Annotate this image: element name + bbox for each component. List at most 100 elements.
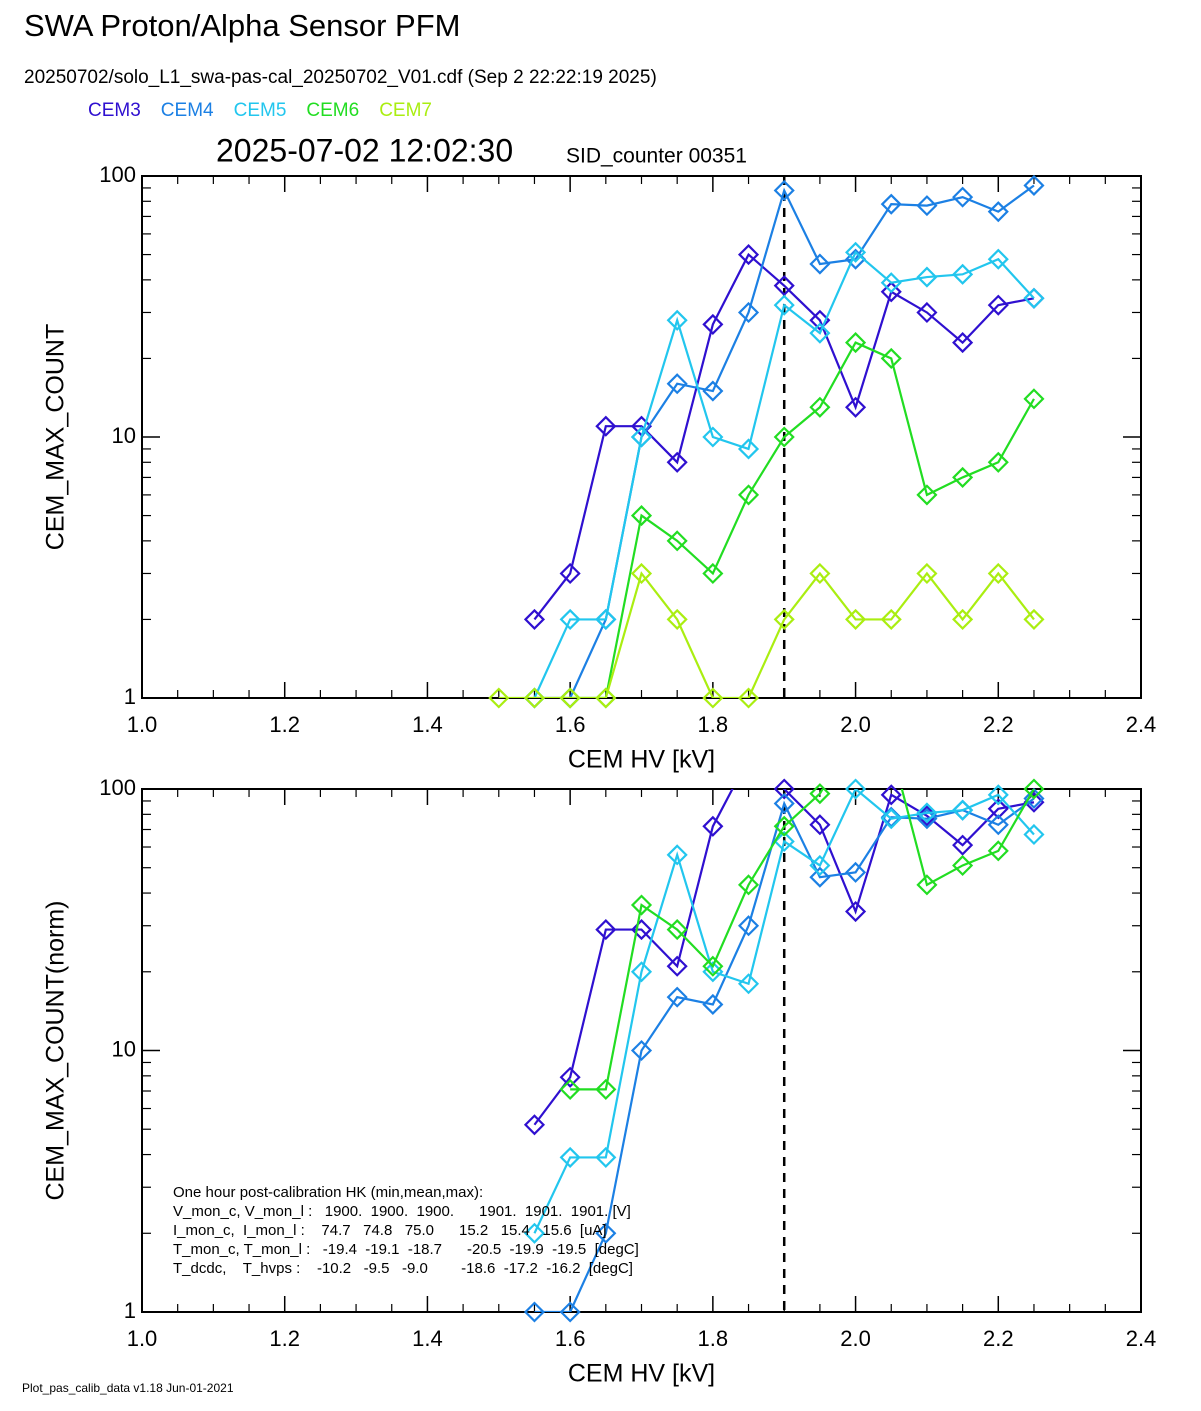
data-point — [845, 332, 867, 354]
data-point — [595, 687, 617, 709]
data-point — [702, 687, 724, 709]
data-point — [916, 802, 938, 824]
data-point — [630, 426, 653, 448]
x-tick-label: 1.0 — [127, 1326, 158, 1351]
data-point — [702, 562, 724, 585]
x-tick-label: 1.6 — [555, 1326, 586, 1351]
data-point — [916, 195, 938, 217]
data-point — [630, 505, 653, 527]
annotation: One hour post-calibration HK (min,mean,m… — [173, 1184, 483, 1201]
data-point — [595, 1222, 617, 1244]
data-point — [952, 799, 974, 821]
y-tick-label: 10 — [112, 423, 136, 448]
annotation: V_mon_c, V_mon_l : 1900. 1900. 1900. 190… — [173, 1203, 631, 1220]
data-point — [809, 396, 831, 418]
data-point — [809, 562, 831, 585]
data-point — [595, 919, 617, 941]
data-point — [737, 484, 760, 506]
data-point — [987, 562, 1009, 585]
data-point — [987, 840, 1009, 862]
data-point — [523, 1114, 546, 1136]
x-tick-label: 1.4 — [412, 712, 443, 737]
data-point — [488, 687, 510, 709]
data-point — [666, 955, 688, 977]
data-point — [737, 244, 760, 266]
data-point — [987, 294, 1009, 316]
annotation: T_dcdc, T_hvps : -10.2 -9.5 -9.0 -18.6 -… — [173, 1260, 633, 1277]
data-point — [952, 186, 974, 208]
data-point — [559, 608, 581, 630]
x-tick-label: 2.4 — [1126, 712, 1157, 737]
data-point — [666, 309, 688, 331]
data-point — [882, 739, 900, 757]
data-point — [773, 792, 795, 815]
data-point — [1023, 287, 1045, 309]
data-point — [773, 778, 795, 800]
data-point — [987, 814, 1009, 836]
data-point — [987, 798, 1009, 820]
y-tick-label: 10 — [112, 1036, 136, 1061]
data-point — [559, 687, 581, 709]
data-point — [809, 866, 831, 888]
data-point — [987, 248, 1009, 270]
data-point — [845, 861, 867, 883]
data-point — [1023, 388, 1045, 410]
legend-entry: CEM3 — [88, 100, 141, 121]
y-tick-label: 1 — [124, 684, 136, 709]
y-axis-label: CEM_MAX_COUNT — [42, 324, 70, 550]
data-point — [809, 854, 831, 877]
series-line — [533, 252, 1035, 621]
data-point — [880, 347, 902, 369]
data-point — [880, 784, 902, 806]
data-point — [1023, 608, 1045, 630]
footer: Plot_pas_calib_data v1.18 Jun-01-2021 — [22, 1381, 234, 1395]
x-axis-label: CEM HV [kV] — [568, 1360, 715, 1388]
x-tick-label: 1.4 — [412, 1326, 443, 1351]
data-point — [559, 1146, 581, 1168]
data-point — [702, 380, 724, 402]
series-line — [534, 797, 1035, 1312]
data-point — [845, 778, 867, 800]
counter: SID_counter 00351 — [566, 145, 747, 168]
legend-entry: CEM5 — [234, 100, 287, 121]
data-point — [666, 608, 688, 630]
annotation: T_mon_c, T_mon_l : -19.4 -19.1 -18.7 -20… — [173, 1241, 639, 1258]
data-point — [595, 415, 617, 437]
data-point — [916, 301, 938, 324]
data-point — [559, 562, 581, 585]
x-tick-label: 2.2 — [983, 712, 1014, 737]
series-line — [533, 250, 1035, 698]
data-point — [559, 1301, 581, 1323]
data-point — [559, 1066, 581, 1088]
data-point — [880, 608, 902, 630]
data-point — [1023, 823, 1045, 846]
data-point — [880, 281, 902, 303]
data-point — [666, 919, 688, 941]
data-point — [737, 973, 760, 995]
data-point — [845, 241, 867, 263]
data-point — [523, 1222, 546, 1244]
data-point — [737, 874, 760, 896]
data-point — [737, 915, 760, 937]
data-point — [987, 201, 1009, 223]
data-point — [1023, 174, 1045, 197]
data-point — [952, 466, 974, 488]
data-point — [523, 1301, 546, 1323]
data-point — [916, 874, 938, 896]
x-tick-label: 1.8 — [698, 712, 729, 737]
data-point — [987, 451, 1009, 473]
data-point — [737, 687, 760, 709]
legend-entry: CEM4 — [161, 100, 214, 121]
x-tick-label: 2.4 — [1126, 1326, 1157, 1351]
x-tick-label: 1.2 — [269, 1326, 300, 1351]
data-point — [666, 986, 688, 1008]
x-tick-label: 1.6 — [555, 712, 586, 737]
data-point — [630, 562, 653, 585]
data-point — [559, 1078, 581, 1100]
data-point — [952, 332, 974, 354]
data-point — [595, 1078, 617, 1100]
legend-entry: CEM6 — [306, 100, 359, 121]
data-point — [666, 373, 688, 395]
data-point — [916, 484, 938, 506]
